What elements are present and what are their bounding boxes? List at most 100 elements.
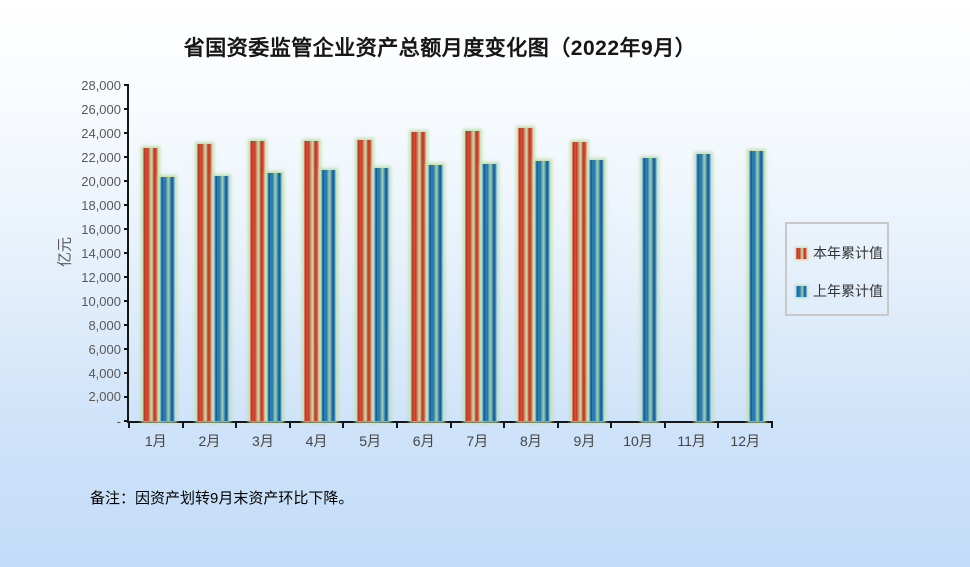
month-group: 8月	[504, 85, 558, 449]
bar-previous-year	[481, 164, 497, 421]
y-tick-mark	[124, 108, 129, 110]
month-group: 10月	[611, 85, 665, 449]
y-tick: 28,000	[81, 77, 129, 93]
legend-label-previous-year: 上年累计值	[813, 283, 883, 299]
bar-current-year	[250, 141, 266, 421]
bar-previous-year	[427, 165, 443, 421]
legend-item-previous-year: 上年累计值	[796, 280, 887, 302]
bar-previous-year	[160, 176, 175, 421]
month-group: 2月	[183, 85, 237, 449]
legend-swatch-previous-year	[796, 285, 807, 297]
bar-previous-year	[588, 160, 604, 421]
x-tick-mark	[288, 421, 291, 428]
month-group: 12月	[718, 85, 772, 449]
y-tick-mark	[124, 228, 129, 230]
footnote: 备注：因资产划转9月末资产环比下降。	[90, 490, 354, 507]
y-tick: 18,000	[81, 197, 129, 213]
y-tick: 26,000	[81, 101, 129, 117]
y-axis-title: 亿元	[56, 236, 74, 268]
y-tick-label: 24,000	[81, 125, 121, 141]
y-tick-mark	[124, 300, 129, 302]
y-tick-label: 28,000	[81, 77, 121, 93]
bar-previous-year	[749, 151, 765, 421]
x-axis-label: 5月	[359, 433, 382, 449]
x-axis-label: 7月	[466, 433, 489, 449]
x-axis-label: 9月	[573, 433, 596, 449]
bar-previous-year	[642, 157, 658, 421]
y-tick-label: 20,000	[81, 173, 121, 189]
y-tick-label: -	[116, 413, 121, 429]
bar-previous-year	[374, 168, 390, 421]
month-group: 4月	[290, 85, 344, 449]
y-tick-mark	[124, 204, 129, 206]
y-tick: 2,000	[88, 389, 129, 405]
month-group: 3月	[236, 85, 290, 449]
y-tick-mark	[124, 252, 129, 254]
y-tick-mark	[124, 324, 129, 326]
month-group: 9月	[558, 85, 612, 449]
x-tick-mark	[395, 421, 398, 428]
x-axis-label: 4月	[305, 433, 328, 449]
y-tick: 10,000	[81, 293, 129, 309]
x-tick-mark	[235, 421, 238, 428]
y-tick-label: 8,000	[88, 317, 121, 333]
x-tick-mark	[610, 421, 613, 428]
bar-previous-year	[267, 172, 283, 421]
y-tick-label: 6,000	[88, 341, 121, 357]
bar-current-year	[357, 139, 373, 421]
x-axis-label: 6月	[412, 433, 435, 449]
y-tick-mark	[124, 395, 129, 398]
x-axis-label: 10月	[623, 433, 653, 449]
x-axis-label: 2月	[198, 433, 221, 449]
x-axis-label: 11月	[677, 433, 706, 449]
bar-current-year	[303, 140, 319, 421]
y-tick-label: 22,000	[81, 149, 121, 165]
y-tick-label: 10,000	[81, 293, 121, 309]
y-tick: 6,000	[88, 341, 129, 357]
y-tick-label: 26,000	[81, 101, 121, 117]
x-axis-label: 1月	[144, 433, 167, 449]
bar-current-year	[518, 128, 534, 421]
plot-area: 28,000 26,000 24,000 22,000 20,000 18,000 16,0…	[81, 78, 773, 449]
month-group: 7月	[451, 85, 505, 449]
y-tick: -	[116, 413, 129, 429]
y-tick: 20,000	[81, 173, 129, 189]
x-tick-mark	[342, 421, 345, 428]
y-tick: 22,000	[81, 149, 129, 165]
x-tick-mark	[449, 421, 452, 428]
y-tick-label: 16,000	[81, 221, 121, 237]
chart-title: 省国资委监管企业资产总额月度变化图（2022年9月）	[183, 37, 697, 60]
y-tick-label: 14,000	[81, 245, 121, 261]
y-tick-label: 2,000	[88, 389, 121, 405]
bar-previous-year	[695, 154, 711, 421]
bar-current-year	[571, 142, 587, 421]
month-group: 5月	[343, 85, 397, 449]
y-tick-mark	[124, 372, 129, 374]
bar-previous-year	[320, 169, 336, 421]
y-tick-label: 18,000	[81, 197, 121, 213]
y-tick-mark	[124, 156, 129, 158]
x-axis-label: 12月	[730, 433, 760, 449]
x-tick-mark	[663, 421, 666, 428]
month-group: 11月	[665, 85, 719, 449]
x-axis-label: 8月	[519, 433, 542, 449]
bar-current-year	[196, 144, 212, 421]
y-tick-label: 12,000	[81, 269, 121, 285]
x-tick-mark	[717, 421, 720, 428]
legend: 本年累计值 上年累计值	[785, 222, 889, 316]
y-tick: 14,000	[81, 245, 129, 261]
y-tick-mark	[124, 84, 129, 86]
month-group: 1月	[129, 85, 183, 449]
legend-item-current-year: 本年累计值	[796, 242, 887, 264]
y-tick-label: 4,000	[88, 365, 121, 381]
x-tick-mark	[771, 421, 773, 428]
y-tick-mark	[124, 348, 129, 350]
y-tick-mark	[124, 420, 129, 422]
legend-swatch-current-year	[796, 247, 807, 259]
x-axis-label: 3月	[252, 433, 274, 449]
bar-current-year	[410, 131, 426, 421]
y-tick: 8,000	[88, 317, 129, 333]
y-tick-mark	[124, 180, 129, 182]
bar-previous-year	[213, 176, 229, 421]
y-tick: 24,000	[81, 125, 129, 141]
